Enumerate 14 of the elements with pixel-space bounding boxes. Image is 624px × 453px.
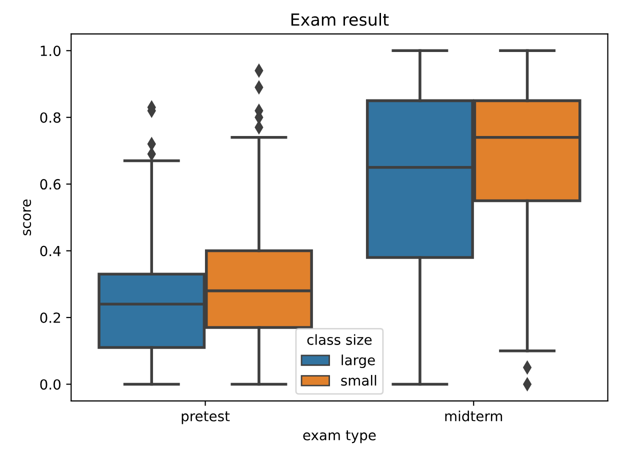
legend-title: class size — [307, 334, 372, 345]
y-tick-label: 0.8 — [40, 112, 60, 123]
y-tick-label: 0.6 — [40, 179, 61, 190]
y-tick-label: 0.2 — [40, 312, 60, 323]
x-tick-label: pretest — [182, 411, 230, 424]
legend-label: large — [342, 354, 375, 368]
legend-label: small — [341, 374, 376, 386]
x-tick-label: midterm — [445, 410, 502, 422]
chart-title: Exam result — [291, 12, 389, 26]
y-tick-label: 1.0 — [40, 46, 60, 56]
y-axis-title: score — [23, 200, 32, 236]
x-axis-title: exam type — [303, 430, 376, 444]
y-tick-label: 0.0 — [40, 379, 60, 390]
y-tick-label: 0.4 — [40, 246, 61, 256]
